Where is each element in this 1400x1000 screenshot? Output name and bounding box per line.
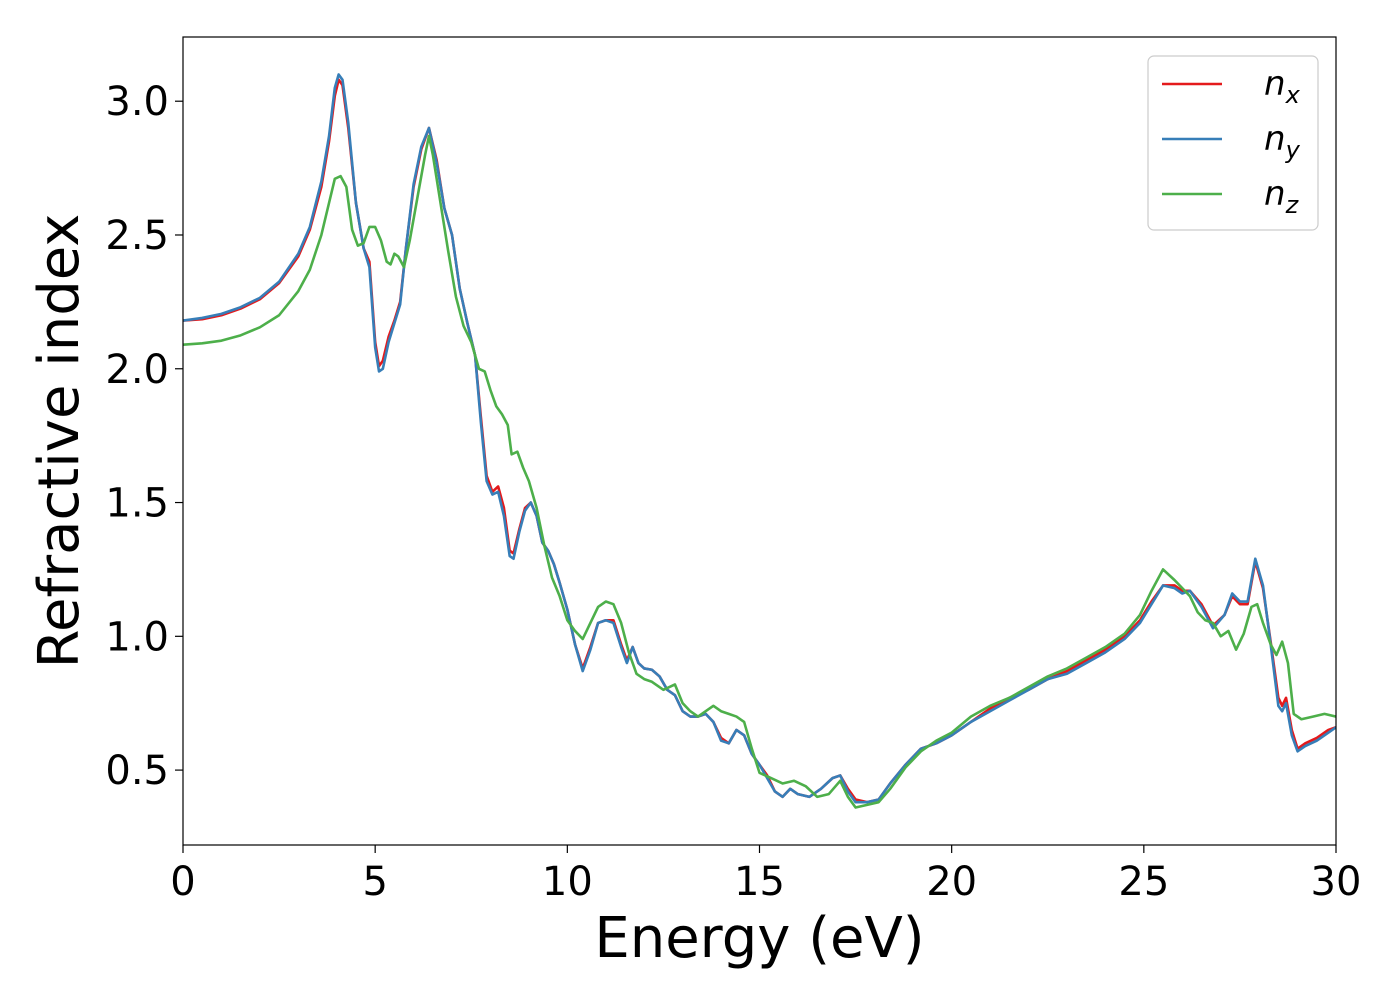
legend-label-y: ny xyxy=(1264,119,1301,164)
x-tick-label: 15 xyxy=(734,859,785,905)
x-tick-label: 20 xyxy=(926,859,977,905)
series-line-y xyxy=(183,73,1336,804)
y-tick-label: 0.5 xyxy=(105,748,169,794)
x-tick-label: 0 xyxy=(170,859,195,905)
y-axis-ticks: 0.5 1.0 1.5 2.0 2.5 3.0 xyxy=(105,79,183,794)
series-line-z xyxy=(183,134,1336,809)
x-tick-label: 10 xyxy=(542,859,593,905)
y-tick-label: 1.5 xyxy=(105,481,169,527)
legend-label-x: nx xyxy=(1264,64,1301,109)
y-tick-label: 3.0 xyxy=(105,79,169,125)
series-layer xyxy=(183,73,1336,809)
legend-label-z: nz xyxy=(1264,174,1300,219)
x-axis-label: Energy (eV) xyxy=(594,906,924,971)
y-axis-label: Refractive index xyxy=(27,214,92,669)
legend: nx ny nz xyxy=(1147,55,1319,231)
y-tick-label: 1.0 xyxy=(105,614,169,660)
y-tick-label: 2.5 xyxy=(105,213,169,259)
x-tick-label: 30 xyxy=(1311,859,1362,905)
y-tick-label: 2.0 xyxy=(105,347,169,393)
x-axis-ticks: 0 5 10 15 20 25 30 xyxy=(170,845,1361,905)
x-tick-label: 25 xyxy=(1118,859,1169,905)
x-tick-label: 5 xyxy=(362,859,387,905)
legend-box xyxy=(1147,55,1319,231)
